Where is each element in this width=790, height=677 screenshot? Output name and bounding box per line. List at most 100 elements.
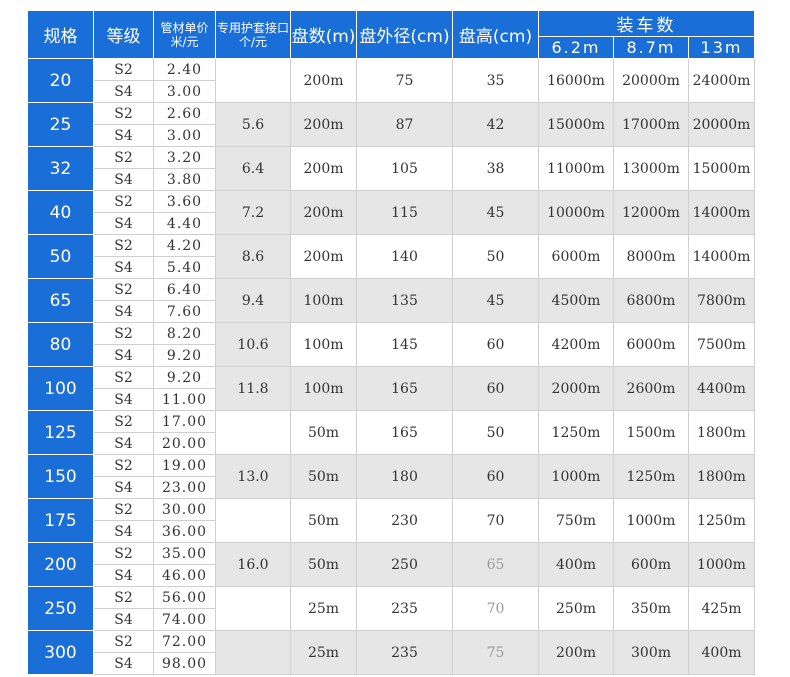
price-cell: 19.00 <box>153 454 216 477</box>
coil-height-cell: 45 <box>452 278 539 323</box>
table-row: 200 S2 35.00 16.0 50m 250 65 400m 600m 1000m <box>27 542 755 587</box>
price-cell: 3.60 <box>153 190 216 213</box>
truck-8-7m-cell: 13000m <box>613 146 689 191</box>
truck-13m-cell: 1250m <box>688 498 755 543</box>
grade-cell: S2 <box>93 190 154 213</box>
spec-cell: 80 <box>27 322 94 367</box>
truck-8-7m-cell: 300m <box>613 630 689 675</box>
coil-diameter-cell: 165 <box>356 366 453 411</box>
coil-diameter-cell: 235 <box>356 586 453 631</box>
price-cell: 2.40 <box>153 58 216 81</box>
truck-6-2m-cell: 4200m <box>538 322 614 367</box>
connector-cell: 5.6 <box>215 102 291 147</box>
connector-cell: 10.6 <box>215 322 291 367</box>
coil-count-cell: 25m <box>290 630 357 675</box>
price-cell: 72.00 <box>153 630 216 653</box>
truck-8-7m-cell: 600m <box>613 542 689 587</box>
truck-13m-cell: 15000m <box>688 146 755 191</box>
connector-cell: 16.0 <box>215 542 291 587</box>
truck-13m-cell: 7800m <box>688 278 755 323</box>
spec-cell: 20 <box>27 58 94 103</box>
truck-6-2m-cell: 200m <box>538 630 614 675</box>
price-cell: 3.20 <box>153 146 216 169</box>
truck-6-2m-cell: 250m <box>538 586 614 631</box>
grade-cell: S2 <box>93 278 154 301</box>
price-cell: 11.00 <box>153 388 216 411</box>
coil-diameter-cell: 250 <box>356 542 453 587</box>
truck-8-7m-cell: 17000m <box>613 102 689 147</box>
coil-count-cell: 50m <box>290 410 357 455</box>
grade-cell: S2 <box>93 366 154 389</box>
coil-count-cell: 100m <box>290 278 357 323</box>
table-row: 150 S2 19.00 13.0 50m 180 60 1000m 1250m 1800m <box>27 454 755 499</box>
spec-cell: 32 <box>27 146 94 191</box>
grade-cell: S4 <box>93 476 154 499</box>
table-row: 32 S2 3.20 6.4 200m 105 38 11000m 13000m 15000m <box>27 146 755 191</box>
header-connector-line2: 个/元 <box>238 34 268 49</box>
grade-cell: S4 <box>93 564 154 587</box>
coil-count-cell: 200m <box>290 190 357 235</box>
truck-13m-cell: 14000m <box>688 190 755 235</box>
grade-cell: S4 <box>93 168 154 191</box>
coil-count-cell: 25m <box>290 586 357 631</box>
grade-cell: S4 <box>93 652 154 675</box>
coil-diameter-cell: 115 <box>356 190 453 235</box>
coil-diameter-cell: 87 <box>356 102 453 147</box>
truck-13m-cell: 1800m <box>688 410 755 455</box>
price-cell: 36.00 <box>153 520 216 543</box>
coil-count-cell: 200m <box>290 234 357 279</box>
header-coil-diameter: 盘外径(cm) <box>356 10 453 59</box>
grade-cell: S4 <box>93 256 154 279</box>
table-row: S4 5.40 <box>28 256 755 279</box>
grade-cell: S2 <box>93 586 154 609</box>
grade-cell: S2 <box>93 234 154 257</box>
coil-diameter-cell: 235 <box>356 630 453 675</box>
spec-table: 规格 等级 管材单价 米/元 专用护套接口 个/元 盘数(m) 盘外径(cm) 盘高… <box>27 10 755 675</box>
connector-cell <box>215 410 291 455</box>
truck-6-2m-cell: 2000m <box>538 366 614 411</box>
truck-13m-cell: 14000m <box>688 234 755 279</box>
table-row: S4 7.60 <box>28 300 755 323</box>
spec-cell: 125 <box>27 410 94 455</box>
coil-count-cell: 50m <box>290 542 357 587</box>
header-truck-length: 8.7m <box>613 36 689 59</box>
truck-13m-cell: 1000m <box>688 542 755 587</box>
grade-cell: S2 <box>93 58 154 81</box>
table-row: S4 3.80 <box>28 168 755 191</box>
price-cell: 6.40 <box>153 278 216 301</box>
grade-cell: S4 <box>93 520 154 543</box>
price-cell: 8.20 <box>153 322 216 345</box>
coil-height-cell: 60 <box>452 454 539 499</box>
spec-cell: 150 <box>27 454 94 499</box>
header-coil-height: 盘高(cm) <box>452 10 539 59</box>
price-cell: 98.00 <box>153 652 216 675</box>
table-row: 40 S2 3.60 7.2 200m 115 45 10000m 12000m 14000m <box>27 190 755 235</box>
table-header: 规格 等级 管材单价 米/元 专用护套接口 个/元 盘数(m) 盘外径(cm) 盘高… <box>27 10 755 59</box>
coil-height-cell: 75 <box>452 630 539 675</box>
truck-6-2m-cell: 15000m <box>538 102 614 147</box>
table-body: 20 S2 2.40 200m 75 35 16000m 20000m 24000m S4 3.00… <box>27 58 755 675</box>
truck-8-7m-cell: 6000m <box>613 322 689 367</box>
coil-height-cell: 35 <box>452 58 539 103</box>
table-row: S4 36.00 <box>28 520 755 543</box>
truck-13m-cell: 4400m <box>688 366 755 411</box>
price-cell: 2.60 <box>153 102 216 125</box>
coil-count-cell: 50m <box>290 498 357 543</box>
truck-8-7m-cell: 1000m <box>613 498 689 543</box>
grade-cell: S2 <box>93 322 154 345</box>
coil-count-cell: 200m <box>290 146 357 191</box>
connector-cell: 13.0 <box>215 454 291 499</box>
grade-cell: S4 <box>93 432 154 455</box>
truck-8-7m-cell: 350m <box>613 586 689 631</box>
price-cell: 56.00 <box>153 586 216 609</box>
table-row: S4 9.20 <box>28 344 755 367</box>
truck-13m-cell: 24000m <box>688 58 755 103</box>
connector-cell: 9.4 <box>215 278 291 323</box>
truck-13m-cell: 400m <box>688 630 755 675</box>
header-connector-line1: 专用护套接口 <box>216 20 289 35</box>
connector-cell: 6.4 <box>215 146 291 191</box>
coil-diameter-cell: 135 <box>356 278 453 323</box>
grade-cell: S2 <box>93 630 154 653</box>
spec-cell: 250 <box>27 586 94 631</box>
grade-cell: S2 <box>93 146 154 169</box>
